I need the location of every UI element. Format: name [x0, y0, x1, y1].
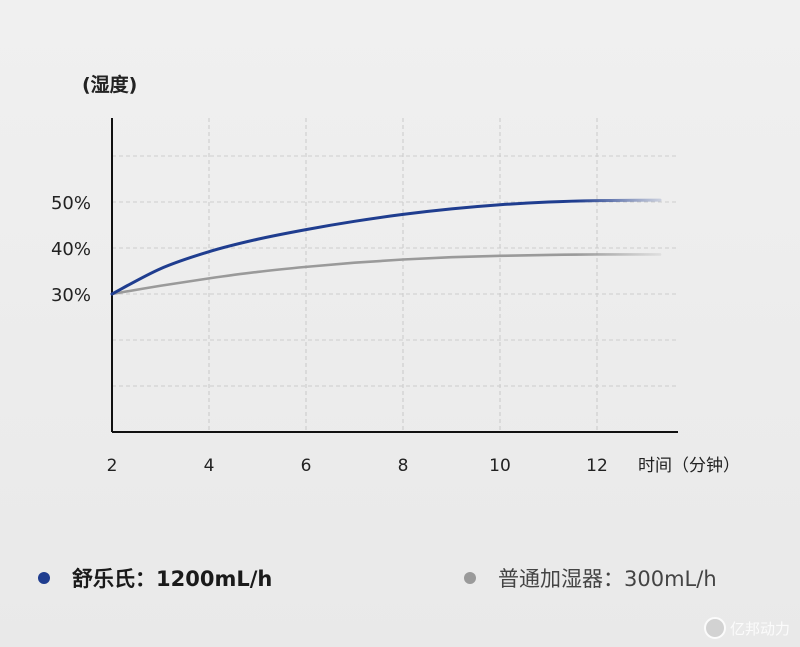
legend-item-secondary: 普通加湿器：300mL/h: [464, 560, 717, 596]
legend-item-primary: 舒乐氏：1200mL/h: [38, 560, 272, 596]
series-line-secondary: [110, 253, 662, 296]
x-tick-label: 12: [586, 456, 608, 476]
x-tick-label: 6: [301, 456, 312, 476]
x-tick-label: 2: [107, 456, 118, 476]
watermark: 亿邦动力: [703, 617, 790, 639]
legend-dot-secondary: [464, 572, 476, 584]
legend-label-secondary: 普通加湿器：300mL/h: [498, 567, 717, 591]
y-tick-label: 50%: [51, 193, 91, 214]
legend-label-primary: 舒乐氏：1200mL/h: [72, 567, 273, 591]
x-tick-label: 4: [204, 456, 215, 476]
watermark-text: 亿邦动力: [729, 619, 790, 638]
watermark-logo-icon: [703, 617, 726, 639]
x-tick-label: 10: [489, 456, 511, 476]
x-axis-title: 时间（分钟）: [638, 456, 740, 476]
y-tick-label: 40%: [51, 239, 91, 260]
x-tick-label: 8: [398, 456, 409, 476]
legend-dot-primary: [38, 572, 50, 584]
y-axis-title: (湿度): [82, 73, 137, 96]
y-tick-label: 30%: [51, 285, 91, 306]
series-line-primary: [110, 198, 662, 296]
